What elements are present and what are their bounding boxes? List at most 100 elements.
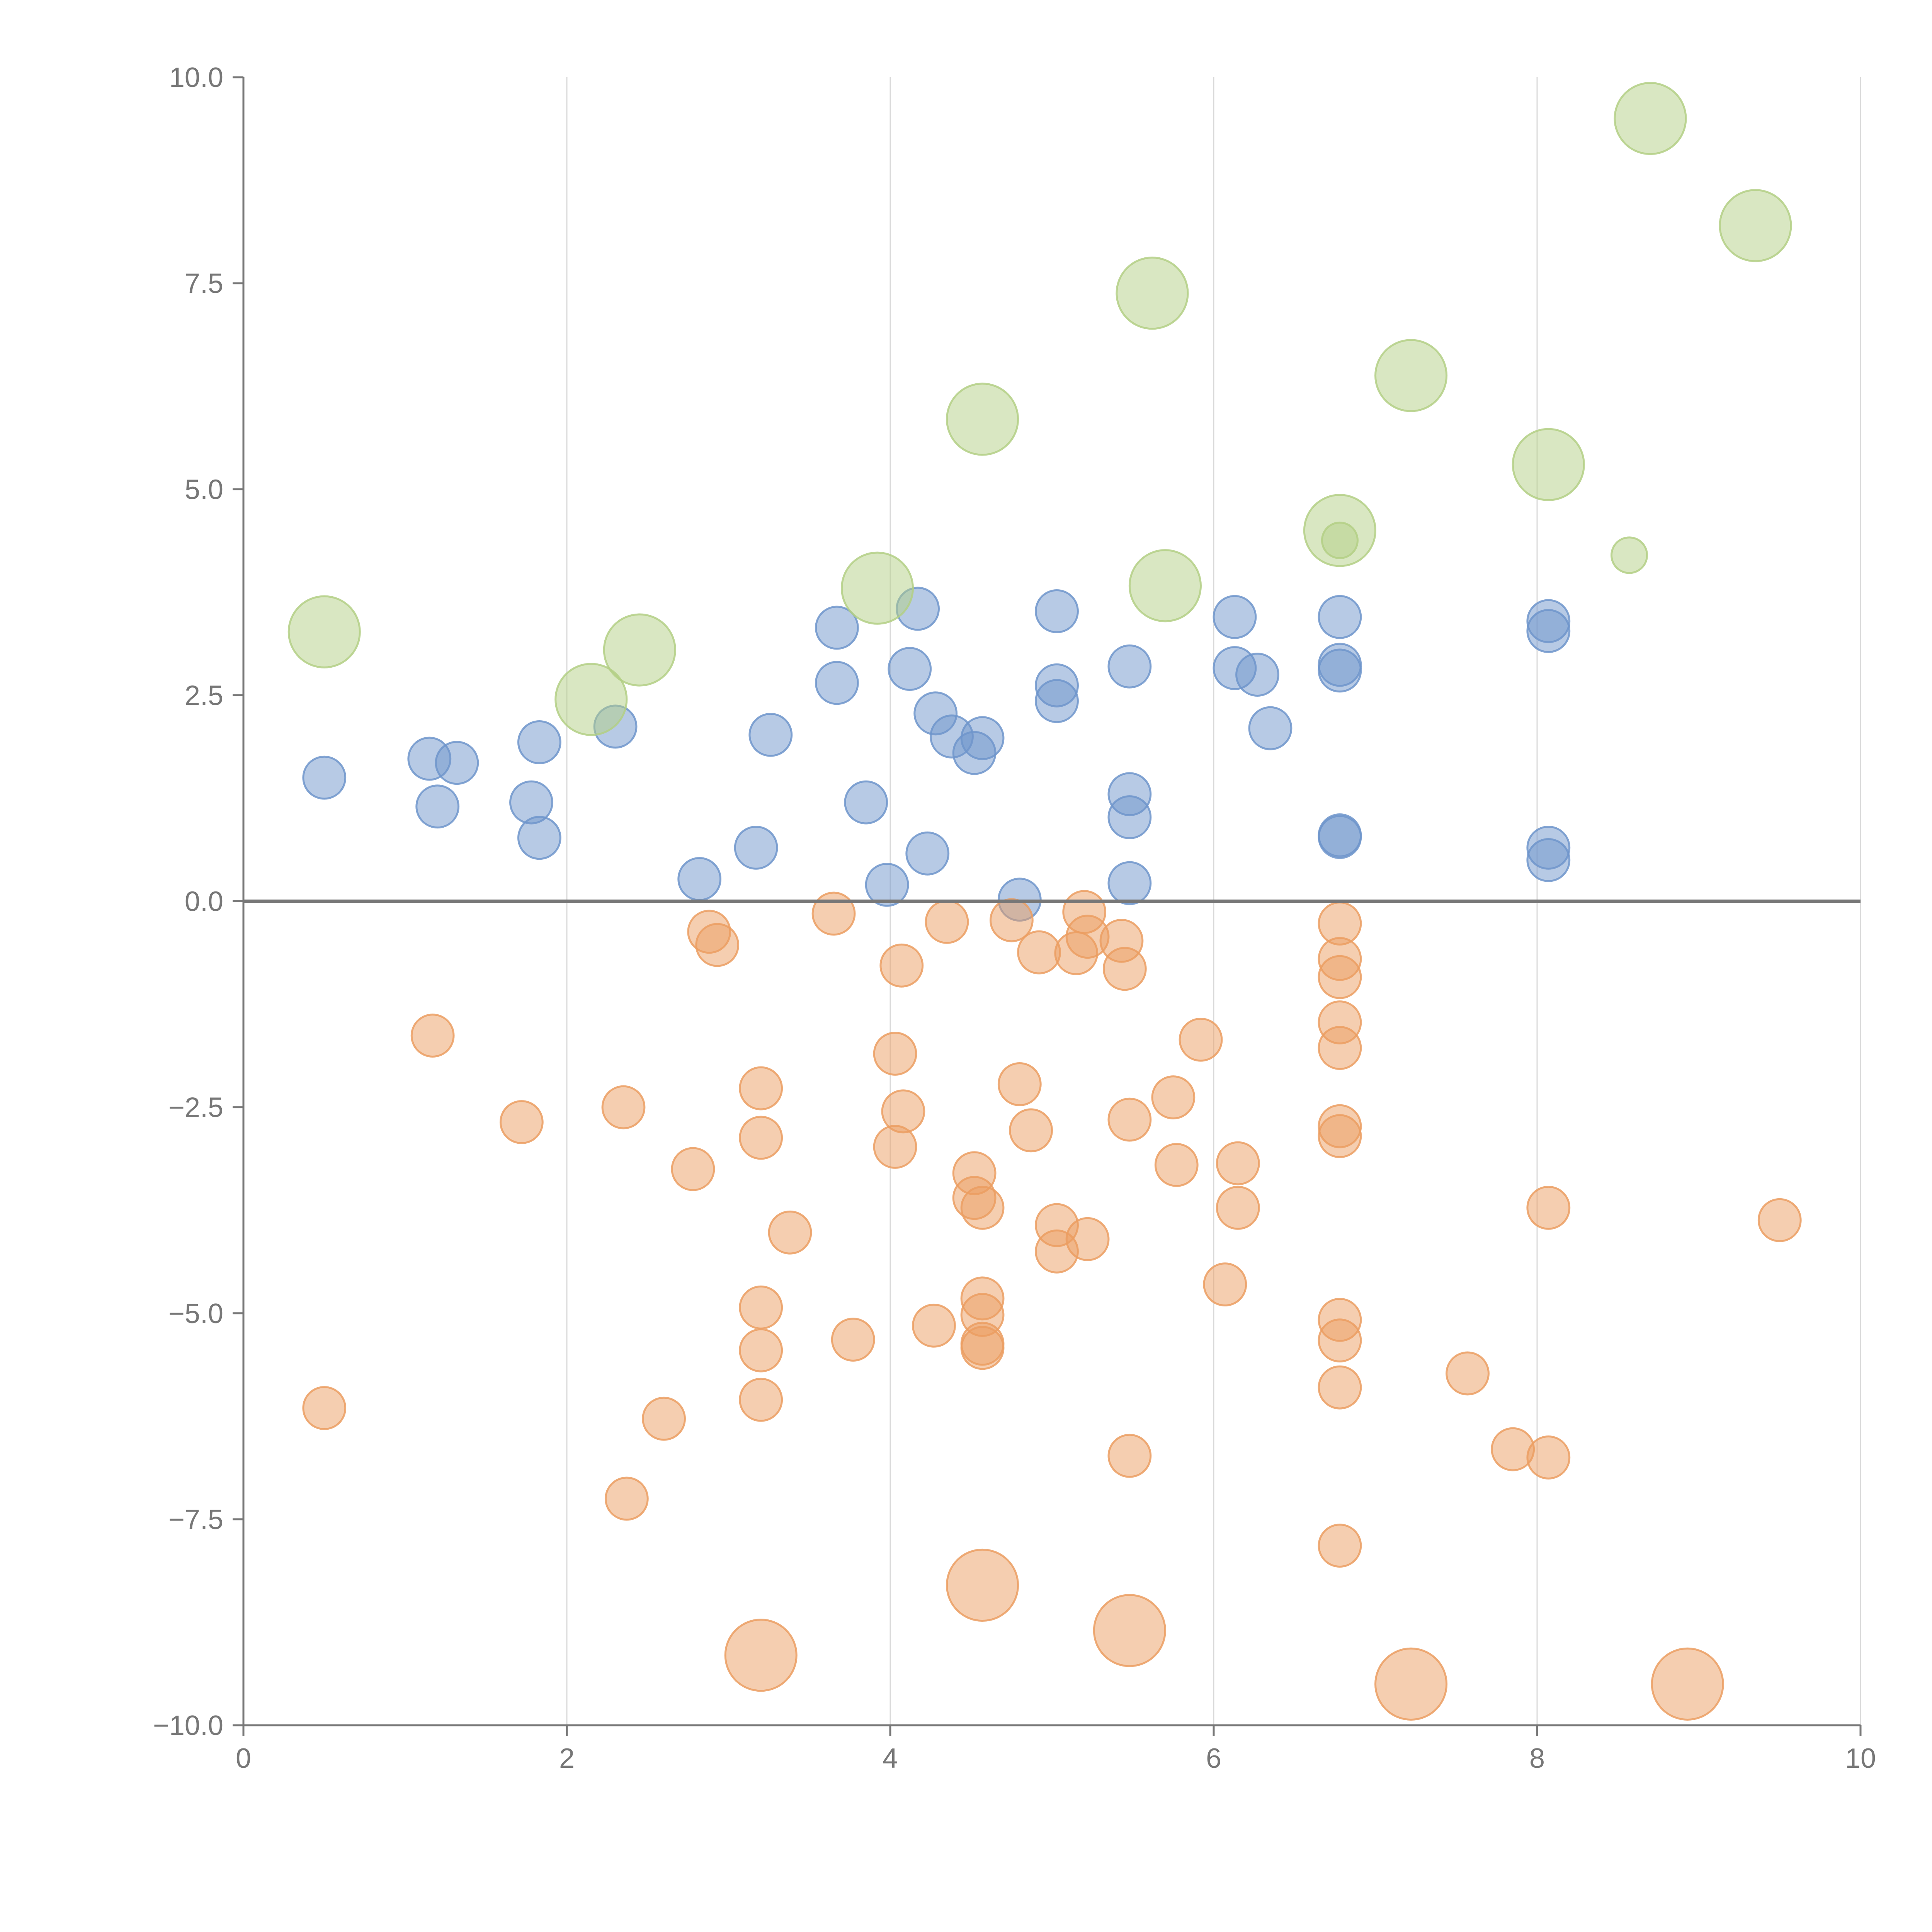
- orange-bubble: [1526, 1185, 1571, 1230]
- orange-bubble: [1093, 1594, 1166, 1667]
- green-bubble: [946, 383, 1019, 456]
- orange-bubble: [601, 1085, 646, 1129]
- bubble-series: [287, 82, 1802, 1721]
- blue-bubble: [435, 741, 479, 785]
- blue-bubble: [1107, 795, 1152, 839]
- y-tick-label: 7.5: [185, 268, 223, 299]
- blue-bubble: [1318, 815, 1362, 859]
- orange-bubble: [1526, 1435, 1571, 1480]
- green-bubble: [840, 551, 914, 625]
- orange-bubble: [1651, 1647, 1724, 1721]
- blue-bubble: [1107, 861, 1152, 905]
- green-bubble: [1374, 339, 1448, 412]
- orange-bubble: [1318, 1318, 1362, 1363]
- orange-bubble: [739, 1378, 783, 1422]
- blue-bubble: [1035, 589, 1079, 633]
- orange-bubble: [1318, 955, 1362, 999]
- orange-bubble: [1318, 1114, 1362, 1158]
- orange-bubble: [1009, 1108, 1053, 1153]
- green-bubble: [1128, 549, 1202, 622]
- blue-bubble: [865, 862, 909, 907]
- blue-bubble: [1526, 838, 1571, 882]
- orange-bubble: [1318, 1524, 1362, 1568]
- orange-bubble: [410, 1014, 455, 1058]
- orange-bubble: [1203, 1262, 1247, 1307]
- orange-bubble: [739, 1328, 783, 1372]
- green-bubble: [1512, 428, 1585, 501]
- green-bubble: [287, 595, 361, 668]
- orange-bubble: [739, 1116, 783, 1160]
- x-tick-label: 2: [559, 1743, 575, 1774]
- x-tick-label: 8: [1529, 1743, 1545, 1774]
- y-tick-label: 0.0: [185, 886, 223, 917]
- blue-bubble: [415, 784, 460, 829]
- orange-bubble: [642, 1396, 686, 1441]
- y-tick-label: −7.5: [168, 1504, 223, 1535]
- x-tick-label: 0: [236, 1743, 251, 1774]
- orange-bubble: [671, 1147, 715, 1191]
- y-tick-label: 10.0: [169, 62, 223, 93]
- orange-bubble: [739, 1066, 783, 1111]
- x-tick-label: 6: [1206, 1743, 1221, 1774]
- orange-bubble: [1065, 1217, 1110, 1261]
- orange-bubble: [739, 1285, 783, 1330]
- orange-bubble: [1102, 947, 1147, 991]
- green-bubble: [1614, 82, 1687, 155]
- y-tick-label: −2.5: [168, 1092, 223, 1123]
- blue-bubble: [1235, 653, 1279, 697]
- axes: −10.0 −7.5 −5.0 −2.5 0.0 2.5 5.0 7.5 10.0 0 2 4 6 8 10: [153, 62, 1876, 1774]
- orange-bubble: [946, 1548, 1019, 1622]
- orange-bubble: [1216, 1141, 1260, 1185]
- green-bubble: [1116, 257, 1189, 330]
- green-bubble: [603, 613, 676, 687]
- y-tick-label: −5.0: [168, 1298, 223, 1329]
- blue-bubble: [1318, 595, 1362, 639]
- orange-bubble: [997, 1062, 1042, 1106]
- blue-bubble: [815, 661, 859, 705]
- orange-bubble: [302, 1386, 347, 1430]
- orange-bubble: [1154, 1143, 1199, 1187]
- blue-bubble: [1213, 595, 1257, 639]
- orange-bubble: [1757, 1198, 1802, 1242]
- blue-bubble: [517, 816, 561, 860]
- orange-bubble: [831, 1318, 875, 1362]
- orange-bubble: [768, 1210, 812, 1255]
- orange-bubble: [989, 898, 1034, 942]
- blue-bubble: [1248, 706, 1293, 750]
- blue-bubble: [734, 825, 778, 870]
- blue-bubble: [1035, 679, 1079, 723]
- x-tick-label: 10: [1845, 1743, 1876, 1774]
- blue-bubble: [1526, 609, 1571, 653]
- orange-bubble: [1446, 1351, 1490, 1396]
- orange-bubble: [1374, 1647, 1448, 1721]
- blue-bubble: [888, 647, 932, 691]
- orange-bubble: [1216, 1185, 1260, 1230]
- orange-bubble: [604, 1476, 649, 1521]
- blue-bubble: [844, 780, 888, 825]
- orange-bubble: [960, 1326, 1005, 1370]
- orange-bubble: [873, 1032, 917, 1076]
- blue-bubble: [815, 605, 859, 650]
- orange-bubble: [1017, 930, 1061, 975]
- blue-bubble: [960, 716, 1005, 760]
- orange-bubble: [960, 1185, 1005, 1230]
- orange-bubble: [881, 1089, 925, 1134]
- orange-bubble: [879, 943, 924, 988]
- x-tick-label: 4: [883, 1743, 898, 1774]
- green-bubble: [1321, 521, 1359, 559]
- blue-bubble: [302, 755, 347, 800]
- green-bubble: [1719, 189, 1792, 262]
- orange-bubble: [1179, 1017, 1223, 1062]
- orange-bubble: [811, 891, 856, 936]
- blue-bubble: [748, 713, 793, 757]
- y-tick-label: 5.0: [185, 474, 223, 505]
- orange-bubble: [695, 923, 740, 967]
- orange-bubble: [1151, 1075, 1196, 1119]
- blue-bubble: [517, 720, 561, 764]
- orange-bubble: [1318, 1365, 1362, 1410]
- y-tick-label: −10.0: [153, 1710, 223, 1741]
- orange-bubble: [1107, 1434, 1152, 1478]
- orange-bubble: [925, 900, 969, 944]
- green-bubble: [554, 663, 628, 736]
